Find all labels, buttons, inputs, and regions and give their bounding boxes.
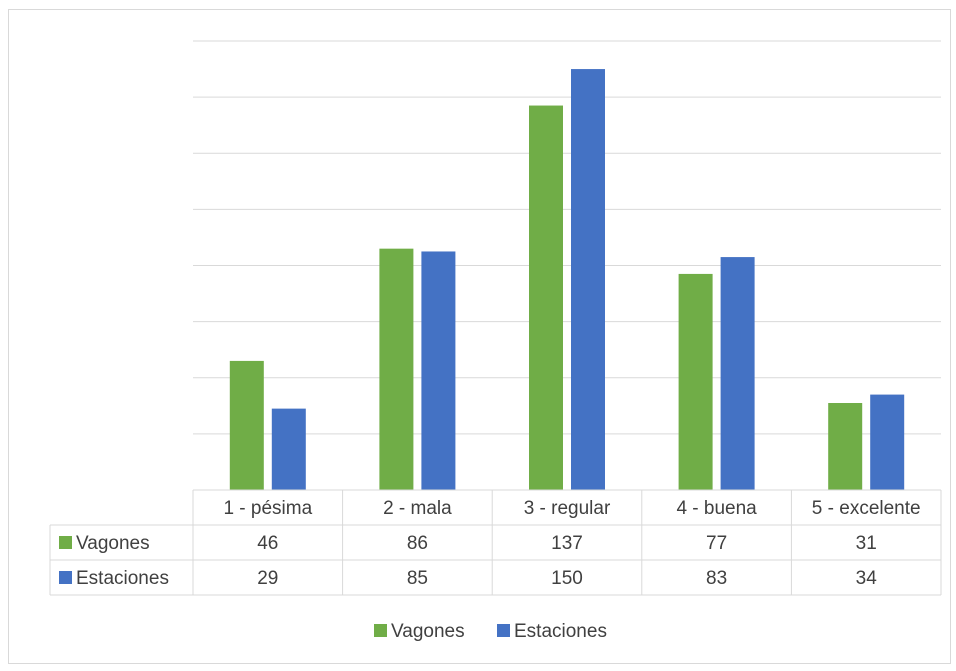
- bar-vagones-3: [529, 105, 563, 490]
- legend: Vagones Estaciones: [374, 621, 607, 642]
- data-value: 137: [551, 533, 583, 554]
- chart-frame: [8, 9, 951, 664]
- category-label: 2 - mala: [383, 498, 452, 519]
- data-value: 34: [856, 568, 878, 589]
- data-value: 31: [856, 533, 877, 554]
- data-value: 150: [551, 568, 583, 589]
- series-label: Vagones: [76, 533, 150, 554]
- legend-swatch-estaciones: [497, 624, 510, 637]
- table-legend-key-estaciones: [59, 571, 72, 584]
- bar-vagones-2: [379, 248, 414, 490]
- bar-vagones-5: [828, 403, 863, 490]
- category-label: 1 - pésima: [223, 498, 312, 519]
- bar-estaciones-5: [870, 394, 905, 490]
- data-value: 83: [706, 568, 727, 589]
- gridlines: [193, 40, 941, 435]
- legend-swatch-vagones: [374, 624, 387, 637]
- category-label: 5 - excelente: [812, 498, 921, 519]
- bar-estaciones-1: [271, 408, 306, 490]
- bar-estaciones-2: [421, 251, 456, 490]
- table-legend-key-vagones: [59, 536, 72, 549]
- data-value: 29: [257, 568, 278, 589]
- legend-label: Vagones: [391, 621, 465, 642]
- category-label: 3 - regular: [524, 498, 611, 519]
- data-value: 77: [706, 533, 727, 554]
- data-table: 1 - pésima 2 - mala 3 - regular 4 - buena 5 …: [49, 489, 942, 596]
- bars: [229, 69, 905, 490]
- data-value: 85: [407, 568, 428, 589]
- data-value: 86: [407, 533, 428, 554]
- category-label: 4 - buena: [676, 498, 757, 519]
- bar-vagones-1: [229, 360, 264, 490]
- bar-estaciones-4: [720, 257, 755, 490]
- data-value: 46: [257, 533, 278, 554]
- bar-estaciones-3: [571, 69, 605, 490]
- bar-vagones-4: [678, 273, 713, 490]
- legend-label: Estaciones: [514, 621, 607, 642]
- series-label: Estaciones: [76, 568, 169, 589]
